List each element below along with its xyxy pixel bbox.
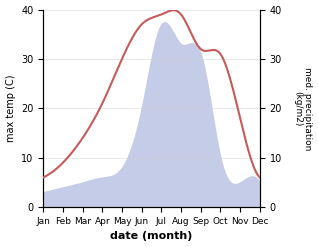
Y-axis label: med. precipitation
(kg/m2): med. precipitation (kg/m2): [293, 67, 313, 150]
X-axis label: date (month): date (month): [110, 231, 193, 242]
Y-axis label: max temp (C): max temp (C): [5, 75, 16, 142]
